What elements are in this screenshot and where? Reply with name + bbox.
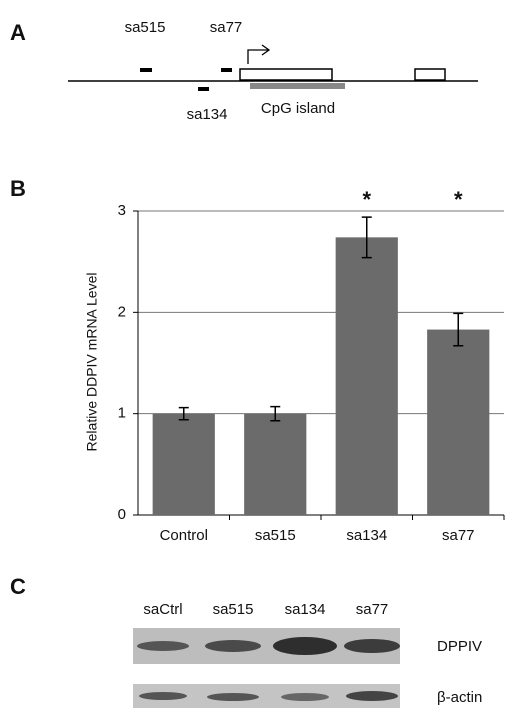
marker-label: sa515 (125, 19, 166, 36)
lane-label: sa77 (356, 601, 389, 618)
x-tick-label: sa134 (346, 527, 387, 544)
y-tick-label: 0 (118, 506, 126, 523)
marker (140, 68, 152, 72)
lane-label: sa515 (213, 601, 254, 618)
x-tick-label: Control (160, 527, 208, 544)
region-label: CpG island (261, 100, 335, 117)
panel-label: C (10, 574, 26, 599)
band (344, 639, 400, 653)
x-tick-label: sa515 (255, 527, 296, 544)
bar (153, 414, 215, 515)
marker (198, 87, 209, 91)
marker-label: sa77 (210, 19, 243, 36)
y-tick-label: 1 (118, 405, 126, 422)
marker (221, 68, 232, 72)
band (273, 637, 337, 655)
exon (240, 69, 332, 80)
tss-arrow (248, 45, 269, 64)
panel-label: A (10, 20, 26, 45)
bar (336, 237, 398, 515)
exon (415, 69, 445, 80)
band (137, 641, 189, 651)
bar (244, 414, 306, 515)
bar (427, 330, 489, 515)
band (205, 640, 261, 652)
blot-label: DPPIV (437, 638, 482, 655)
y-tick-label: 3 (118, 202, 126, 219)
panel-label: B (10, 176, 26, 201)
blot-label: β-actin (437, 689, 482, 706)
y-tick-label: 2 (118, 303, 126, 320)
marker-label: sa134 (187, 106, 228, 123)
cpg-bar (250, 83, 345, 89)
figure: A B C sa515 sa77 sa134 CpG island saCtrl… (0, 0, 507, 710)
band (139, 692, 187, 700)
lane-label: sa134 (285, 601, 326, 618)
band (281, 693, 329, 701)
significance-mark: * (454, 187, 463, 212)
x-tick-label: sa77 (442, 527, 475, 544)
y-axis-label: Relative DDPIV mRNA Level (84, 273, 100, 452)
band (207, 693, 259, 701)
significance-mark: * (362, 187, 371, 212)
lane-label: saCtrl (143, 601, 182, 618)
band (346, 691, 398, 701)
